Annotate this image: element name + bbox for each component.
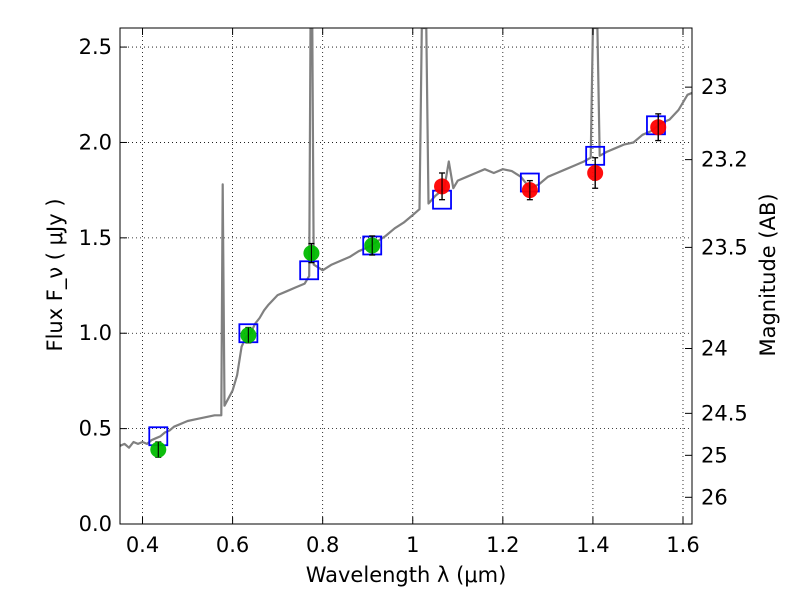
- y-tick-label: 2.0: [79, 130, 112, 154]
- x-axis-label: Wavelength λ (μm): [306, 563, 507, 587]
- x-axis-ticks: 0.4 0.6 0.8 1 1.2 1.4 1.6: [126, 28, 700, 557]
- y2-tick-label: 24: [701, 336, 728, 360]
- x-tick-label: 0.4: [126, 533, 159, 557]
- grid-lines: [120, 28, 692, 525]
- y2-tick-label: 26: [701, 485, 728, 509]
- y-tick-label: 0.0: [79, 512, 112, 536]
- model-box-layer: [148, 115, 666, 447]
- spectrum-layer: [120, 28, 692, 449]
- y-tick-label: 0.5: [79, 417, 112, 441]
- y-axis-ticks: 0.0 0.5 1.0 1.5 2.0 2.5: [79, 35, 127, 536]
- y-tick-label: 1.0: [79, 321, 112, 345]
- x-tick-label: 1.6: [666, 533, 699, 557]
- plot-frame: [119, 27, 693, 525]
- y2-tick-label: 24.5: [701, 401, 748, 425]
- x-tick-label: 1.2: [486, 533, 519, 557]
- model-flux-box: [299, 260, 320, 281]
- x-tick-label: 0.8: [306, 533, 339, 557]
- y2-axis-ticks: 23 23.2 23.5 24 24.5 25 26: [685, 75, 748, 509]
- y2-tick-label: 23.2: [701, 148, 748, 172]
- y2-tick-label: 23: [701, 75, 728, 99]
- x-tick-label: 1.4: [576, 533, 609, 557]
- y-tick-label: 1.5: [79, 226, 112, 250]
- observed-point-layer: [150, 113, 667, 458]
- y-axis-label: Flux F_ν ( μJy ): [43, 198, 68, 351]
- x-tick-label: 0.6: [216, 533, 249, 557]
- y2-tick-label: 23.5: [701, 235, 748, 259]
- x-tick-label: 1: [406, 533, 419, 557]
- spectrum-line: [120, 28, 692, 449]
- y2-axis-label: Magnitude (AB): [756, 193, 780, 356]
- y-tick-label: 2.5: [79, 35, 112, 59]
- y2-tick-label: 25: [701, 443, 728, 467]
